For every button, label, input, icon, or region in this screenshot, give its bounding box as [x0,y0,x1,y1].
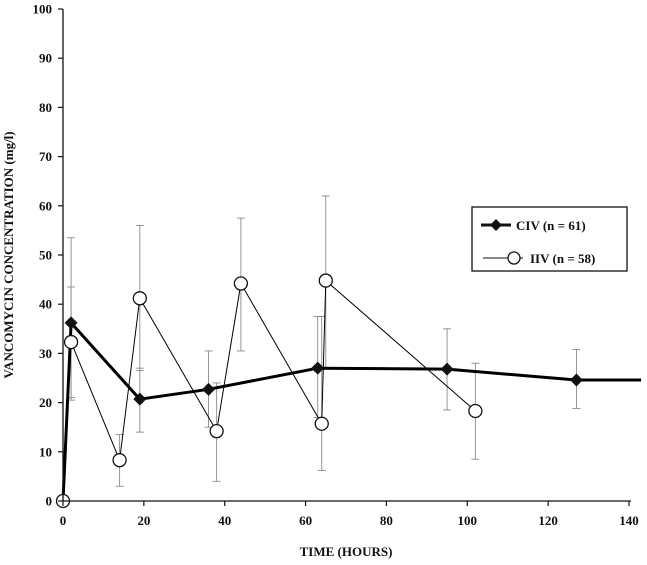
x-tick-label: 60 [299,513,312,528]
legend: CIV (n = 61) IIV (n = 58) [471,206,628,272]
legend-label: CIV (n = 61) [516,218,586,233]
y-tick-label: 0 [46,494,53,509]
y-tick-label: 50 [39,248,52,263]
y-tick-label: 40 [39,297,52,312]
iiv-data-point [468,403,483,419]
y-axis-label: VANCOMYCIN CONCENTRATION (mg/l) [1,131,16,378]
civ-data-point [202,382,216,396]
y-tick-label: 100 [33,2,53,17]
x-tick-label: 20 [137,513,150,528]
y-tick-label: 70 [39,149,52,164]
civ-series-line [61,321,642,502]
iiv-data-point [233,276,249,291]
iiv-data-point [112,453,127,468]
y-tick-label: 10 [39,444,52,459]
legend-iiv-marker [507,251,521,265]
iiv-data-point [63,334,79,350]
y-tick-label: 30 [39,346,52,361]
x-tick-label: 140 [619,513,639,528]
tick-labels: 0 10 20 30 40 50 60 70 80 90 100 0 20 40 60 80 100 120 140 [33,2,639,529]
x-tick-label: 120 [538,513,558,528]
iiv-series-line [62,280,476,502]
x-axis-label: TIME (HOURS) [300,544,393,559]
civ-data-point [64,316,78,330]
civ-data-point [569,373,583,387]
x-tick-label: 80 [380,513,393,528]
civ-data-point [133,392,147,406]
legend-box [471,206,628,272]
x-tick-label: 100 [458,513,478,528]
x-tick-label: 40 [218,513,231,528]
x-tick-label: 0 [60,513,67,528]
iiv-data-point [132,291,147,306]
series-lines [61,280,642,502]
legend-label: IIV (n = 58) [530,251,595,266]
y-tick-label: 60 [39,198,52,213]
iiv-data-point [314,416,329,431]
legend-civ-marker [490,219,502,231]
civ-data-point [440,362,454,376]
y-tick-label: 20 [39,395,52,410]
civ-data-point [311,361,325,375]
axes [58,8,631,506]
series-markers [55,273,583,509]
y-tick-label: 80 [39,100,52,115]
iiv-data-point [318,273,333,288]
iiv-data-point [209,423,224,439]
y-tick-label: 90 [39,51,52,66]
